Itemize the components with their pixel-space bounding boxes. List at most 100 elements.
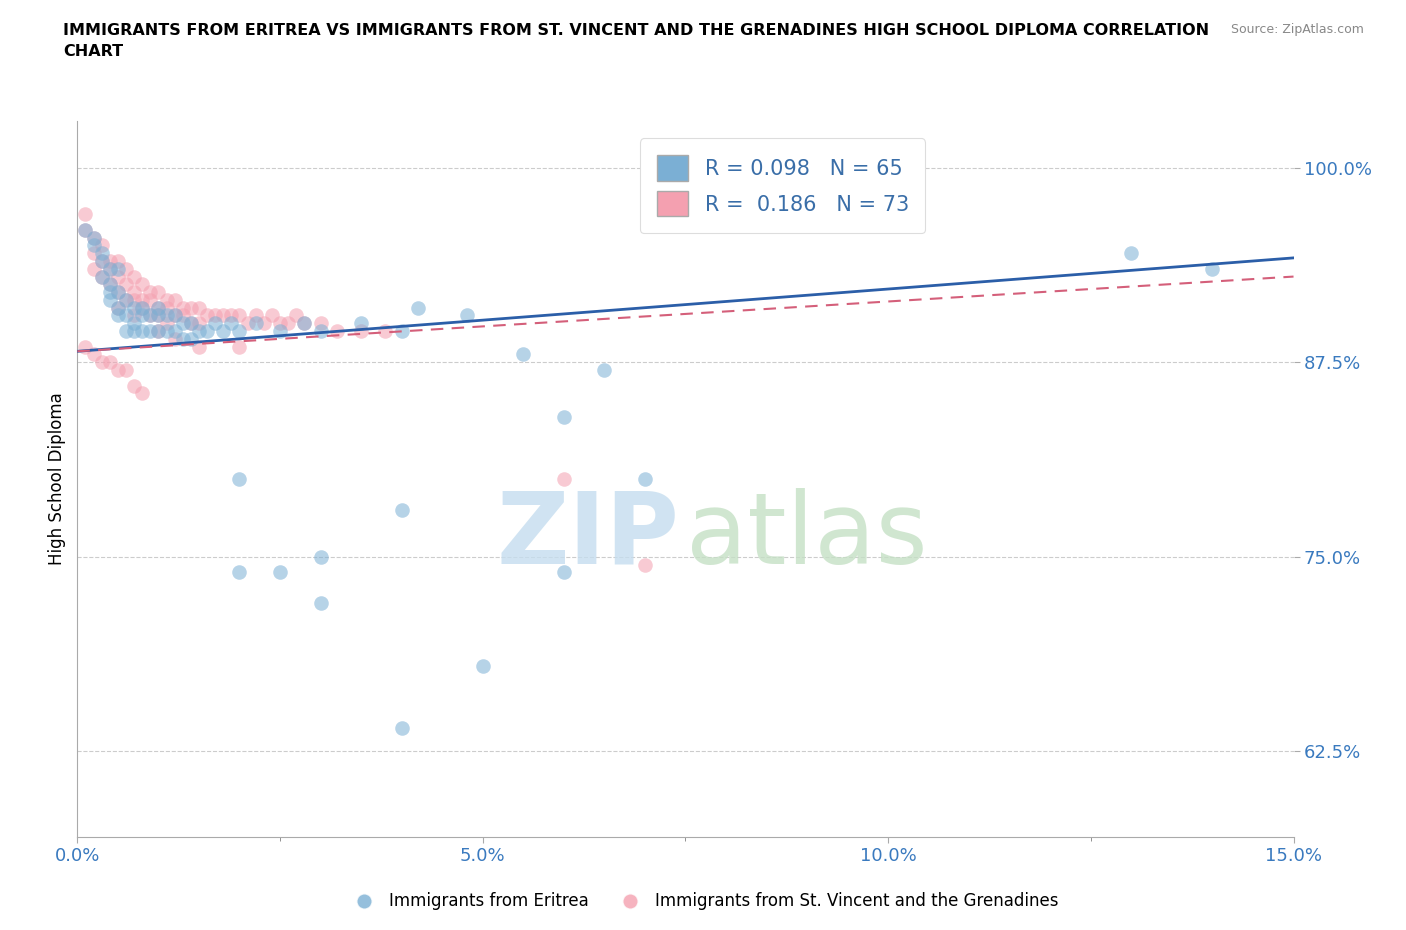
Point (188, 324, 211, 339)
Point (131, 300, 153, 315)
Point (122, 269, 145, 284)
Point (131, 300, 153, 315)
Point (148, 300, 170, 315)
Point (172, 308, 194, 323)
Point (155, 300, 177, 315)
Point (1121, 246, 1143, 260)
Point (139, 324, 162, 339)
Point (1201, 261, 1223, 276)
Point (245, 316, 267, 331)
Text: Source: ZipAtlas.com: Source: ZipAtlas.com (1230, 23, 1364, 36)
Point (212, 324, 235, 339)
Point (553, 472, 575, 486)
Point (83, 246, 105, 260)
Point (90, 238, 112, 253)
Point (148, 308, 170, 323)
Point (309, 550, 332, 565)
Point (172, 300, 194, 315)
Point (98, 254, 121, 269)
Point (163, 308, 186, 323)
Point (115, 292, 138, 307)
Point (98, 277, 121, 292)
Point (115, 363, 138, 378)
Point (148, 324, 170, 339)
Point (195, 324, 218, 339)
Point (75, 206, 97, 221)
Point (228, 339, 250, 354)
Point (553, 565, 575, 579)
Point (83, 238, 105, 253)
Point (131, 277, 153, 292)
Point (155, 316, 177, 331)
Point (163, 292, 186, 307)
Point (98, 261, 121, 276)
Point (204, 316, 226, 331)
Point (221, 308, 243, 323)
Point (148, 300, 170, 315)
Point (107, 261, 129, 276)
Point (139, 308, 162, 323)
Point (90, 354, 112, 369)
Point (155, 292, 177, 307)
Point (512, 347, 534, 362)
Point (285, 308, 308, 323)
Point (212, 308, 235, 323)
Point (188, 300, 211, 315)
Point (326, 324, 349, 339)
Point (374, 324, 396, 339)
Point (253, 316, 276, 331)
Point (269, 316, 291, 331)
Point (180, 331, 202, 346)
Point (292, 316, 315, 331)
Point (180, 316, 202, 331)
Point (180, 316, 202, 331)
Point (122, 308, 145, 323)
Point (188, 316, 211, 331)
Point (75, 222, 97, 237)
Point (107, 285, 129, 299)
Legend: R = 0.098   N = 65, R =  0.186   N = 73: R = 0.098 N = 65, R = 0.186 N = 73 (640, 139, 925, 233)
Point (148, 285, 170, 299)
Point (90, 254, 112, 269)
Point (634, 557, 657, 572)
Point (195, 308, 218, 323)
Point (260, 308, 283, 323)
Point (122, 316, 145, 331)
Point (163, 308, 186, 323)
Point (163, 324, 186, 339)
Point (148, 308, 170, 323)
Point (107, 300, 129, 315)
Point (131, 324, 153, 339)
Point (122, 292, 145, 307)
Point (122, 324, 145, 339)
Legend: Immigrants from Eritrea, Immigrants from St. Vincent and the Grenadines: Immigrants from Eritrea, Immigrants from… (340, 885, 1066, 917)
Point (122, 379, 145, 393)
Point (83, 347, 105, 362)
Point (107, 363, 129, 378)
Point (115, 261, 138, 276)
Point (309, 596, 332, 611)
Point (98, 292, 121, 307)
Point (456, 308, 478, 323)
Point (406, 300, 429, 315)
Point (115, 277, 138, 292)
Text: atlas: atlas (686, 487, 928, 585)
Y-axis label: High School Diploma: High School Diploma (48, 392, 66, 565)
Point (350, 316, 373, 331)
Point (172, 316, 194, 331)
Point (172, 331, 194, 346)
Point (98, 354, 121, 369)
Point (634, 472, 657, 486)
Point (122, 300, 145, 315)
Point (107, 285, 129, 299)
Point (593, 363, 616, 378)
Point (309, 324, 332, 339)
Point (228, 472, 250, 486)
Point (471, 658, 494, 673)
Point (553, 409, 575, 424)
Point (245, 308, 267, 323)
Point (204, 308, 226, 323)
Point (221, 316, 243, 331)
Text: IMMIGRANTS FROM ERITREA VS IMMIGRANTS FROM ST. VINCENT AND THE GRENADINES HIGH S: IMMIGRANTS FROM ERITREA VS IMMIGRANTS FR… (63, 23, 1209, 60)
Point (188, 339, 211, 354)
